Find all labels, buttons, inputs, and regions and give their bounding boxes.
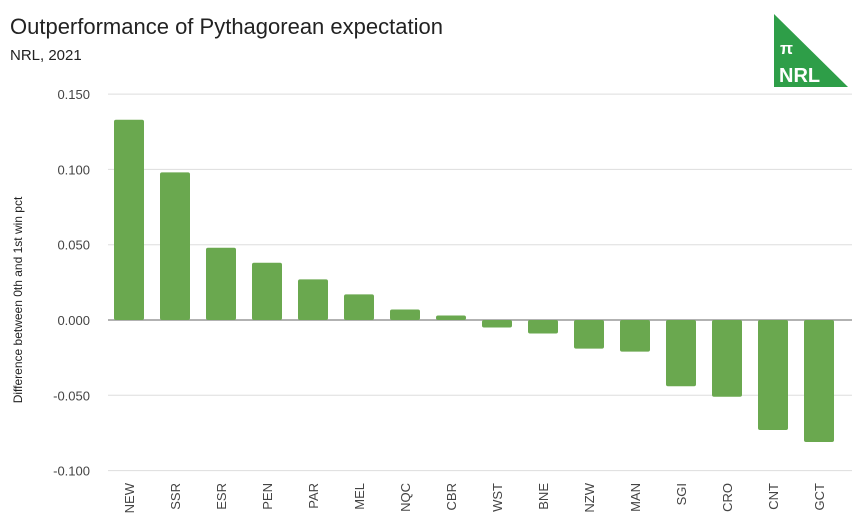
x-tick-label: ESR <box>214 483 229 510</box>
nrl-logo: π NRL <box>774 14 848 87</box>
x-tick-label: PEN <box>260 483 275 510</box>
bar-nqc <box>390 309 420 320</box>
x-tick-label: WST <box>490 483 505 512</box>
x-tick-label: SGI <box>674 483 689 505</box>
x-tick-label: CNT <box>766 483 781 510</box>
bar-pen <box>252 262 282 320</box>
logo-triangle <box>774 14 848 87</box>
y-tick-label: -0.050 <box>53 388 90 403</box>
y-tick-label: 0.100 <box>57 162 90 177</box>
x-tick-label: GCT <box>812 483 827 511</box>
x-tick-label: NQC <box>398 483 413 512</box>
bar-man <box>620 320 650 352</box>
chart-title: Outperformance of Pythagorean expectatio… <box>10 14 443 39</box>
bar-bne <box>528 320 558 334</box>
bar-nzw <box>574 320 604 349</box>
logo-text: NRL <box>779 65 820 87</box>
bar-cro <box>712 320 742 397</box>
x-tick-label: NZW <box>582 482 597 512</box>
bar-cbr <box>436 315 466 320</box>
y-tick-label: 0.000 <box>57 313 90 328</box>
x-tick-label: BNE <box>536 483 551 510</box>
y-tick-label: 0.150 <box>57 87 90 102</box>
x-tick-label: SSR <box>168 483 183 510</box>
y-tick-label: -0.100 <box>53 464 90 479</box>
x-tick-label: MAN <box>628 483 643 512</box>
bar-ssr <box>160 172 190 320</box>
bar-cnt <box>758 320 788 430</box>
bar-wst <box>482 320 512 328</box>
chart-subtitle: NRL, 2021 <box>10 47 82 64</box>
y-tick-label: 0.050 <box>57 238 90 253</box>
bar-mel <box>344 294 374 320</box>
x-tick-label: PAR <box>306 483 321 509</box>
x-tick-label: CBR <box>444 483 459 510</box>
x-tick-label: NEW <box>122 482 137 513</box>
x-tick-label: CRO <box>720 483 735 512</box>
bar-esr <box>206 247 236 320</box>
bar-new <box>114 119 144 321</box>
logo-symbol: π <box>780 39 793 58</box>
x-tick-label: MEL <box>352 483 367 510</box>
bar-gct <box>804 320 834 442</box>
bar-sgi <box>666 320 696 387</box>
y-axis-label: Difference between 0th and 1st win pct <box>11 196 25 403</box>
bar-par <box>298 279 328 320</box>
